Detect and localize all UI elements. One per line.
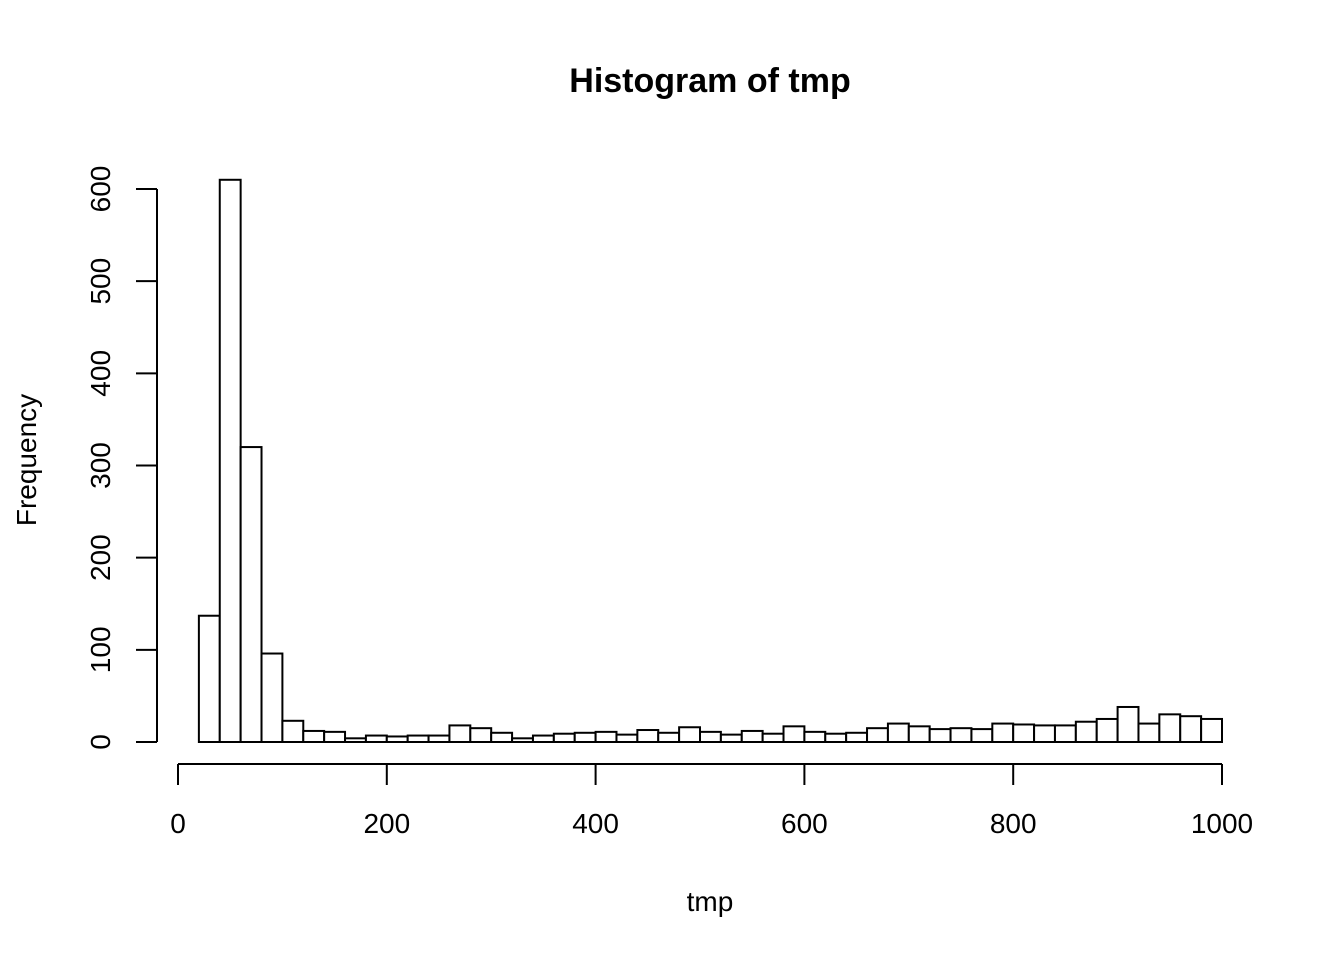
histogram-bar	[197, 614, 221, 744]
histogram-bar	[469, 727, 493, 743]
histogram-bar	[886, 722, 910, 743]
histogram-bar	[406, 734, 430, 744]
histogram-bar	[260, 652, 284, 744]
histogram-bar	[740, 729, 764, 744]
histogram-bar	[344, 737, 367, 744]
x-tick-label: 0	[170, 808, 186, 839]
histogram-bar	[1200, 717, 1223, 743]
histogram-bar	[531, 734, 555, 744]
histogram-bar	[991, 722, 1015, 743]
histogram-bar	[1158, 713, 1182, 743]
histogram-bar	[511, 737, 534, 744]
histogram-bar	[866, 727, 889, 743]
histogram-bar	[803, 730, 827, 744]
histogram-bar	[657, 731, 681, 743]
histogram-bar	[573, 731, 597, 743]
histogram-bar	[1095, 717, 1119, 743]
histogram-bar	[970, 728, 994, 744]
y-axis-label: Frequency	[11, 394, 42, 526]
histogram-bar	[1116, 705, 1140, 744]
histogram-bar	[949, 727, 973, 743]
histogram-bar	[1179, 715, 1203, 744]
chart-title: Histogram of tmp	[569, 62, 850, 100]
histogram-bar	[824, 732, 848, 744]
histogram-bar	[490, 731, 514, 743]
histogram-bar	[364, 734, 388, 744]
histogram-bar	[719, 733, 743, 743]
histogram-bar	[1137, 722, 1161, 743]
histogram-bar	[699, 730, 722, 744]
histogram-bar	[1012, 723, 1036, 744]
histogram-bar	[427, 734, 451, 744]
x-tick-label: 200	[363, 808, 410, 839]
histogram-bar	[552, 732, 576, 744]
y-tick-label: 300	[85, 442, 116, 489]
histogram-bar	[448, 724, 472, 743]
y-axis: 0 100 200 300 400 500 600	[85, 166, 158, 750]
histogram-bar	[1053, 724, 1077, 743]
y-tick-label: 600	[85, 166, 116, 213]
y-tick-label: 500	[85, 258, 116, 305]
histogram-bar	[1033, 724, 1056, 743]
histogram-bar	[302, 729, 326, 744]
y-tick-label: 100	[85, 626, 116, 673]
histogram-bar	[782, 725, 806, 743]
x-axis-label: tmp	[687, 886, 734, 917]
x-tick-label: 800	[990, 808, 1037, 839]
histogram-bar	[636, 729, 660, 743]
histogram-bar	[323, 730, 347, 744]
histogram-bar	[615, 733, 639, 743]
x-tick-label: 400	[572, 808, 619, 839]
histogram-bar	[928, 728, 952, 744]
histogram-bar	[239, 446, 263, 743]
histogram-bar	[281, 719, 305, 744]
histogram-bar	[907, 725, 931, 743]
y-tick-label: 400	[85, 350, 116, 397]
histogram-bar	[385, 735, 409, 743]
histogram-bar	[594, 730, 618, 744]
x-axis: 0 200 400 600 800 1000	[170, 763, 1253, 839]
histogram-bar	[761, 732, 785, 744]
histogram-bar	[678, 726, 701, 744]
y-tick-label: 0	[85, 734, 116, 750]
histogram-bar	[218, 178, 242, 744]
x-tick-label: 600	[781, 808, 828, 839]
histogram-bar	[845, 731, 869, 743]
y-tick-label: 200	[85, 534, 116, 581]
histogram-bar	[1074, 720, 1098, 743]
x-tick-label: 1000	[1191, 808, 1253, 839]
bars-group	[197, 178, 1223, 744]
